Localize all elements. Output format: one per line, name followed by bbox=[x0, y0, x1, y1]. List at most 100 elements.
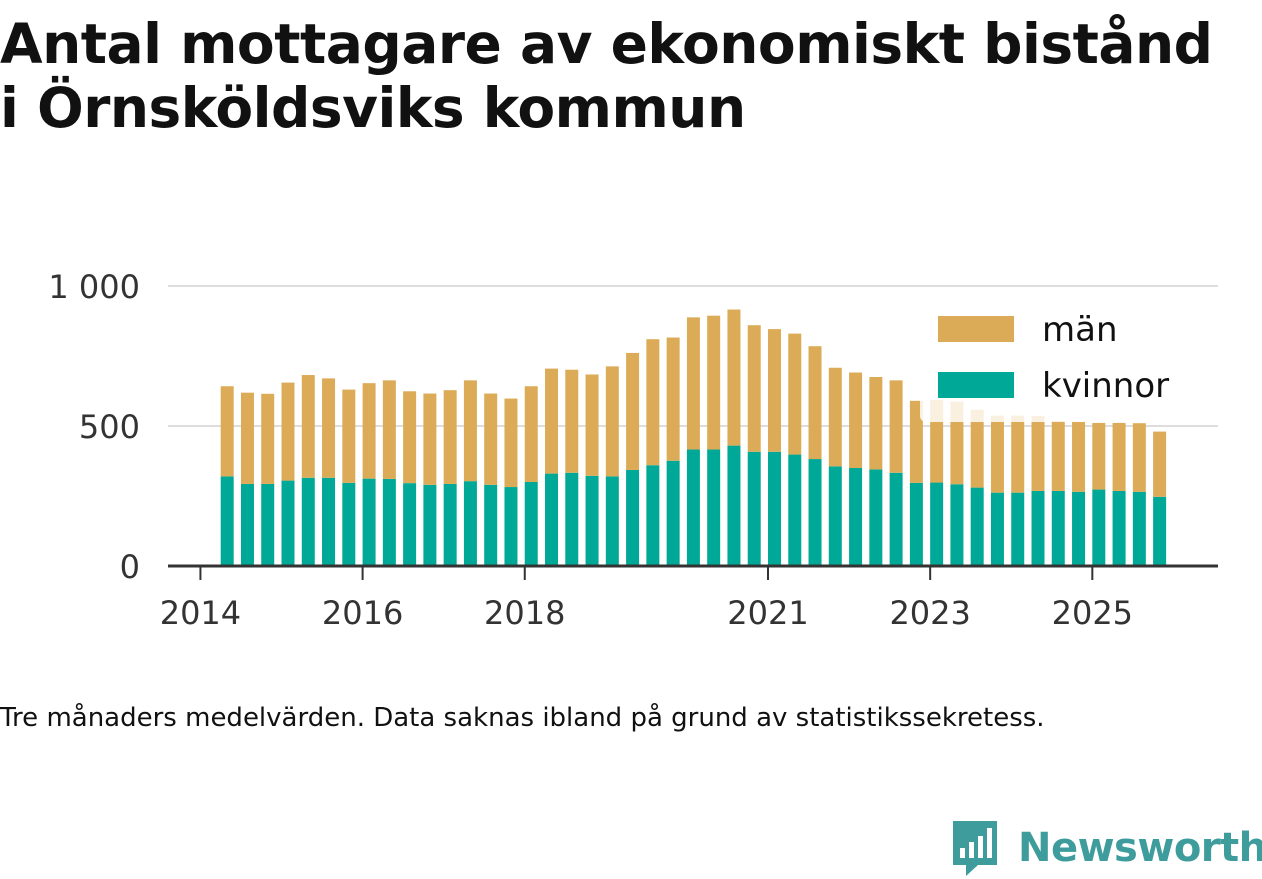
bar-kvinnor-37 bbox=[970, 487, 984, 566]
bar-man-0 bbox=[220, 386, 234, 477]
bar-man-23 bbox=[686, 317, 700, 450]
bar-kvinnor-7 bbox=[362, 478, 376, 566]
axes: 0 500 1 000 2014 2016 2018 2021 2023 2025 bbox=[48, 268, 1218, 632]
chart-title-line-1: Antal mottagare av ekonomiskt bistånd bbox=[0, 12, 1213, 76]
bar-kvinnor-42 bbox=[1072, 491, 1086, 566]
bar-man-40 bbox=[1031, 415, 1045, 491]
bar-man-9 bbox=[403, 391, 417, 484]
bar-man-17 bbox=[565, 369, 579, 473]
bar-kvinnor-18 bbox=[585, 475, 599, 566]
bar-man-22 bbox=[666, 337, 680, 461]
bar-kvinnor-27 bbox=[767, 451, 781, 566]
y-tick-label: 0 bbox=[120, 548, 140, 586]
legend-label-man: män bbox=[1042, 310, 1118, 350]
bar-man-11 bbox=[443, 390, 457, 484]
bar-kvinnor-5 bbox=[322, 477, 336, 566]
bar-kvinnor-21 bbox=[646, 465, 660, 566]
bar-man-39 bbox=[1011, 415, 1025, 493]
bar-kvinnor-30 bbox=[828, 466, 842, 566]
bar-man-14 bbox=[504, 398, 518, 488]
bar-man-5 bbox=[322, 378, 336, 478]
bar-man-45 bbox=[1132, 423, 1146, 492]
brand-name: Newsworthy bbox=[1018, 825, 1262, 871]
bar-man-2 bbox=[261, 393, 275, 484]
bar-man-37 bbox=[970, 409, 984, 488]
bar-man-15 bbox=[524, 386, 538, 482]
bar-kvinnor-29 bbox=[808, 459, 822, 566]
chart-title: Antal mottagare av ekonomiskt bistånd i … bbox=[0, 12, 1262, 140]
bar-man-28 bbox=[788, 333, 802, 455]
bar-man-16 bbox=[545, 368, 559, 474]
bar-kvinnor-12 bbox=[463, 481, 477, 566]
bar-kvinnor-39 bbox=[1011, 492, 1025, 566]
bar-kvinnor-1 bbox=[240, 483, 254, 566]
bar-man-20 bbox=[626, 352, 640, 470]
y-tick-label: 500 bbox=[79, 408, 140, 446]
bar-man-4 bbox=[301, 375, 315, 478]
bar-kvinnor-31 bbox=[849, 468, 863, 566]
bar-man-31 bbox=[849, 372, 863, 468]
bar-man-46 bbox=[1153, 431, 1167, 497]
bar-man-13 bbox=[484, 393, 498, 485]
stacked-bar-chart: 0 500 1 000 2014 2016 2018 2021 2023 2025 män kv… bbox=[48, 268, 1218, 632]
legend: män kvinnor bbox=[920, 300, 1190, 422]
bar-man-3 bbox=[281, 382, 295, 481]
bar-man-25 bbox=[727, 309, 741, 446]
bar-kvinnor-46 bbox=[1153, 496, 1167, 566]
bar-man-6 bbox=[342, 389, 356, 483]
bar-kvinnor-25 bbox=[727, 445, 741, 566]
bar-kvinnor-36 bbox=[950, 484, 964, 566]
bar-man-44 bbox=[1112, 422, 1126, 491]
newsworthy-logo-icon bbox=[953, 821, 997, 876]
bar-man-42 bbox=[1072, 421, 1086, 492]
bar-man-18 bbox=[585, 374, 599, 476]
bar-kvinnor-14 bbox=[504, 487, 518, 566]
x-tick-label: 2021 bbox=[727, 594, 808, 632]
bar-man-21 bbox=[646, 339, 660, 466]
bar-man-12 bbox=[463, 380, 477, 482]
bar-kvinnor-33 bbox=[889, 472, 903, 566]
bar-man-32 bbox=[869, 377, 883, 470]
bar-man-43 bbox=[1092, 422, 1106, 490]
bar-kvinnor-45 bbox=[1132, 491, 1146, 566]
y-tick-label: 1 000 bbox=[48, 268, 140, 306]
bar-kvinnor-11 bbox=[443, 483, 457, 566]
brand[interactable]: Newsworthy bbox=[950, 818, 1262, 878]
bar-kvinnor-32 bbox=[869, 469, 883, 566]
bar-man-27 bbox=[767, 329, 781, 452]
bar-kvinnor-34 bbox=[909, 482, 923, 566]
x-tick-label: 2025 bbox=[1052, 594, 1133, 632]
bar-kvinnor-38 bbox=[990, 492, 1004, 566]
bar-kvinnor-13 bbox=[484, 484, 498, 566]
bar-kvinnor-22 bbox=[666, 460, 680, 566]
bar-kvinnor-4 bbox=[301, 477, 315, 566]
bar-kvinnor-17 bbox=[565, 472, 579, 566]
bar-kvinnor-3 bbox=[281, 480, 295, 566]
bar-kvinnor-9 bbox=[403, 483, 417, 566]
x-tick-label: 2018 bbox=[484, 594, 565, 632]
bar-kvinnor-10 bbox=[423, 484, 437, 566]
bar-kvinnor-41 bbox=[1051, 490, 1065, 566]
bar-kvinnor-15 bbox=[524, 482, 538, 566]
bar-kvinnor-19 bbox=[605, 476, 619, 566]
bar-man-26 bbox=[747, 325, 761, 452]
bar-kvinnor-8 bbox=[382, 478, 396, 566]
bar-man-8 bbox=[382, 380, 396, 479]
legend-swatch-man bbox=[938, 316, 1014, 342]
bar-kvinnor-0 bbox=[220, 476, 234, 566]
bar-man-7 bbox=[362, 383, 376, 479]
bars bbox=[220, 309, 1167, 566]
x-tick-label: 2014 bbox=[160, 594, 241, 632]
bar-kvinnor-23 bbox=[686, 449, 700, 566]
bar-man-33 bbox=[889, 380, 903, 473]
bar-kvinnor-28 bbox=[788, 454, 802, 566]
legend-label-kvinnor: kvinnor bbox=[1042, 366, 1169, 406]
bar-man-41 bbox=[1051, 420, 1065, 491]
bar-man-34 bbox=[909, 400, 923, 483]
bar-man-38 bbox=[990, 415, 1004, 493]
bar-man-36 bbox=[950, 401, 964, 485]
bar-kvinnor-16 bbox=[545, 473, 559, 566]
chart-title-line-2: i Örnsköldsviks kommun bbox=[0, 76, 746, 140]
bar-kvinnor-43 bbox=[1092, 489, 1106, 566]
legend-swatch-kvinnor bbox=[938, 372, 1014, 398]
